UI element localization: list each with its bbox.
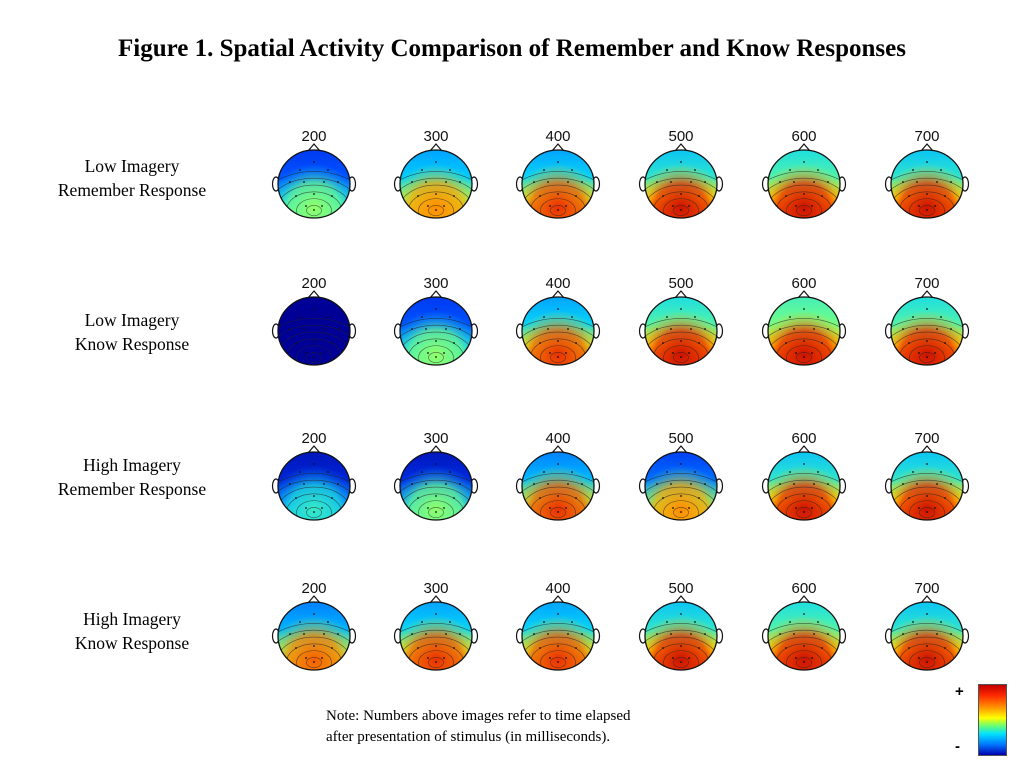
row-label: High Imagery Remember Response [27, 453, 237, 501]
time-label: 300 [423, 128, 449, 145]
time-label: 700 [914, 430, 940, 447]
figure-note: Note: Numbers above images refer to time… [326, 706, 630, 748]
topomap-cell: 300 [393, 580, 493, 690]
topomap-cell: 500 [638, 580, 738, 690]
scalp-topomap [638, 445, 724, 521]
row-label-line-1: Low Imagery [84, 310, 180, 330]
time-label: 200 [301, 275, 327, 292]
topomap-cell: 500 [638, 275, 738, 385]
topomap-cell: 200 [271, 128, 371, 238]
topomap-cell: 600 [761, 275, 861, 385]
scalp-topomap [761, 143, 847, 219]
colorbar-minus-label: - [955, 738, 960, 755]
time-label: 400 [545, 128, 571, 145]
scalp-topomap [393, 595, 479, 671]
topomap-cell: 400 [515, 430, 615, 540]
time-label: 400 [545, 275, 571, 292]
time-label: 600 [791, 430, 817, 447]
row-label-line-2: Remember Response [57, 479, 207, 499]
topomap-cell: 200 [271, 430, 371, 540]
row-label-line-2: Know Response [74, 633, 190, 653]
topomap-cell: 700 [884, 275, 984, 385]
time-label: 400 [545, 580, 571, 597]
row-label: Low Imagery Know Response [27, 308, 237, 356]
colorbar-plus-label: + [955, 683, 964, 700]
scalp-topomap [515, 445, 601, 521]
scalp-topomap [393, 445, 479, 521]
scalp-topomap [638, 595, 724, 671]
time-label: 500 [668, 580, 694, 597]
scalp-topomap [638, 290, 724, 366]
row-label-line-2: Know Response [74, 334, 190, 354]
colorbar [978, 684, 1007, 756]
scalp-topomap [761, 445, 847, 521]
topomap-cell: 200 [271, 275, 371, 385]
topomap-cell: 400 [515, 275, 615, 385]
time-label: 600 [791, 128, 817, 145]
time-label: 600 [791, 275, 817, 292]
topomap-cell: 700 [884, 128, 984, 238]
time-label: 200 [301, 430, 327, 447]
row-label: Low Imagery Remember Response [27, 154, 237, 202]
scalp-topomap [271, 595, 357, 671]
topomap-cell: 500 [638, 128, 738, 238]
time-label: 300 [423, 275, 449, 292]
time-label: 700 [914, 580, 940, 597]
scalp-topomap [638, 143, 724, 219]
time-label: 500 [668, 275, 694, 292]
time-label: 200 [301, 580, 327, 597]
scalp-topomap [515, 290, 601, 366]
topomap-cell: 600 [761, 128, 861, 238]
scalp-topomap [884, 445, 970, 521]
topomap-cell: 300 [393, 430, 493, 540]
time-label: 700 [914, 128, 940, 145]
scalp-topomap [271, 445, 357, 521]
scalp-topomap [271, 290, 357, 366]
scalp-topomap [884, 595, 970, 671]
topomap-cell: 300 [393, 128, 493, 238]
time-label: 500 [668, 430, 694, 447]
time-label: 700 [914, 275, 940, 292]
topomap-cell: 600 [761, 430, 861, 540]
scalp-topomap [271, 143, 357, 219]
scalp-topomap [884, 290, 970, 366]
row-label-line-2: Remember Response [57, 180, 207, 200]
time-label: 600 [791, 580, 817, 597]
scalp-topomap [761, 595, 847, 671]
time-label: 300 [423, 580, 449, 597]
scalp-topomap [393, 143, 479, 219]
topomap-cell: 700 [884, 580, 984, 690]
row-label-line-1: Low Imagery [84, 156, 180, 176]
scalp-topomap [761, 290, 847, 366]
time-label: 300 [423, 430, 449, 447]
time-label: 200 [301, 128, 327, 145]
scalp-topomap [515, 595, 601, 671]
topomap-cell: 600 [761, 580, 861, 690]
topomap-cell: 400 [515, 128, 615, 238]
note-line-2: after presentation of stimulus (in milli… [326, 729, 611, 745]
topomap-cell: 700 [884, 430, 984, 540]
note-line-1: Note: Numbers above images refer to time… [326, 708, 631, 724]
topomap-cell: 400 [515, 580, 615, 690]
scalp-topomap [515, 143, 601, 219]
figure-title: Figure 1. Spatial Activity Comparison of… [118, 35, 906, 62]
row-label: High Imagery Know Response [27, 607, 237, 655]
topomap-cell: 300 [393, 275, 493, 385]
row-label-line-1: High Imagery [83, 455, 181, 475]
scalp-topomap [393, 290, 479, 366]
topomap-cell: 200 [271, 580, 371, 690]
time-label: 500 [668, 128, 694, 145]
time-label: 400 [545, 430, 571, 447]
topomap-cell: 500 [638, 430, 738, 540]
row-label-line-1: High Imagery [83, 609, 181, 629]
scalp-topomap [884, 143, 970, 219]
